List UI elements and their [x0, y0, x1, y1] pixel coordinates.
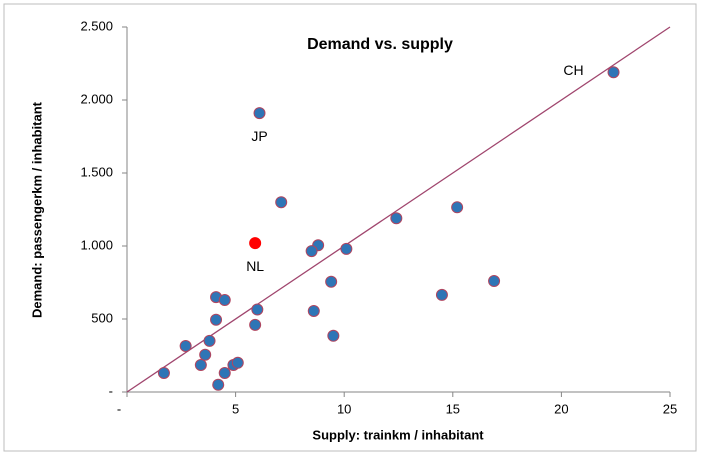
- y-tick-label: -: [109, 383, 113, 398]
- data-point: [203, 334, 216, 347]
- data-point: [253, 107, 266, 120]
- x-tick-label: 15: [446, 401, 460, 416]
- data-point: [275, 196, 288, 209]
- data-point: [212, 378, 225, 391]
- point-annotation: JP: [251, 128, 267, 144]
- x-tick-label: 20: [554, 401, 568, 416]
- chart-frame: [3, 3, 697, 452]
- data-point: [179, 340, 192, 353]
- trendline: [126, 26, 671, 393]
- data-point: [218, 367, 231, 380]
- data-point: [305, 245, 318, 258]
- data-point: [249, 318, 262, 331]
- data-point: [199, 348, 212, 361]
- data-point: [607, 66, 620, 79]
- data-point: [194, 358, 207, 371]
- point-annotation: CH: [563, 62, 583, 78]
- data-point: [327, 329, 340, 342]
- data-point: [488, 275, 501, 288]
- data-point: [307, 304, 320, 317]
- x-tick-label: 10: [337, 401, 351, 416]
- data-point: [390, 212, 403, 225]
- y-tick-label: 1.500: [80, 164, 113, 179]
- point-annotation: NL: [246, 258, 264, 274]
- x-tick-label: 25: [663, 401, 677, 416]
- data-point: [251, 303, 264, 316]
- y-axis-label: Demand: passengerkm / inhabitant: [29, 101, 44, 318]
- data-point: [451, 201, 464, 214]
- data-point: [231, 356, 244, 369]
- data-point: [435, 288, 448, 301]
- data-point: [218, 294, 231, 307]
- x-tick-label: -: [117, 401, 121, 416]
- y-tick-label: 2.000: [80, 91, 113, 106]
- x-axis-label: Supply: trainkm / inhabitant: [312, 427, 484, 442]
- y-tick-label: 2.500: [80, 18, 113, 33]
- y-tick-label: 1.000: [80, 237, 113, 252]
- data-point: [325, 275, 338, 288]
- y-tick-label: 500: [91, 310, 113, 325]
- data-point: [157, 367, 170, 380]
- data-point: [340, 242, 353, 255]
- data-point: [210, 313, 223, 326]
- chart-title: Demand vs. supply: [307, 36, 453, 53]
- x-tick-label: 5: [232, 401, 239, 416]
- data-point: [249, 237, 262, 250]
